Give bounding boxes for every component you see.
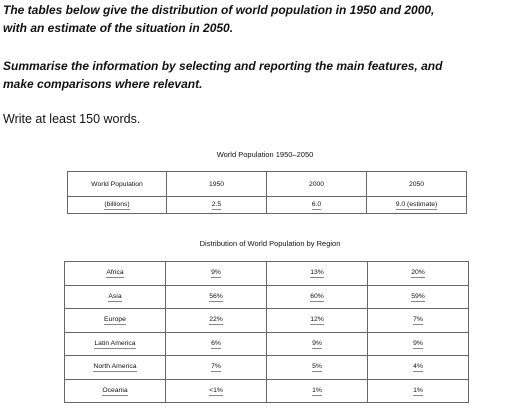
cell-text: 5% xyxy=(312,363,322,373)
table-cell: 7% xyxy=(367,308,469,333)
table-cell: 1% xyxy=(266,378,368,403)
cell-text: 7% xyxy=(413,316,423,326)
table-cell: World Population xyxy=(67,171,167,197)
cell-text: 9% xyxy=(312,339,322,349)
table-cell: Africa xyxy=(64,261,166,286)
table-cell: (billions) xyxy=(67,196,167,214)
cell-text: 7% xyxy=(211,363,221,373)
table-cell: 4% xyxy=(367,355,469,380)
cell-text: 13% xyxy=(310,269,324,279)
table-cell: Oceania xyxy=(64,378,166,403)
table-cell: Latin America xyxy=(64,331,166,356)
table-cell: 2000 xyxy=(266,171,367,197)
table2-caption: Distribution of World Population by Regi… xyxy=(199,239,341,248)
cell-text: Asia xyxy=(108,292,122,302)
region-distribution-table: Africa 9% 13% 20% Asia 56% 60% 59% Europ… xyxy=(64,261,469,403)
table-cell: 6% xyxy=(165,331,267,356)
cell-text: Africa xyxy=(106,269,124,279)
table-cell: 2050 xyxy=(366,171,467,197)
cell-text: 20% xyxy=(411,269,425,279)
cell-text: 59% xyxy=(411,292,425,302)
table-row: Asia 56% 60% 59% xyxy=(64,284,469,309)
table-row: Europe 22% 12% 7% xyxy=(64,308,469,333)
cell-text: (billions) xyxy=(104,201,130,210)
cell-text: 9% xyxy=(413,339,423,349)
cell-text: 6.0 xyxy=(311,201,322,210)
cell-text: 4% xyxy=(413,363,423,373)
prompt-line-2: with an estimate of the situation in 205… xyxy=(3,21,234,35)
table-cell: 9.0 (estimate) xyxy=(366,196,467,214)
cell-text: 9.0 (estimate) xyxy=(395,201,438,210)
table-cell: 22% xyxy=(165,308,267,333)
table-cell: 9% xyxy=(165,261,267,286)
table-cell: Europe xyxy=(64,308,166,333)
table-cell: 7% xyxy=(165,355,267,380)
cell-text: 1% xyxy=(312,386,322,396)
table-cell: 60% xyxy=(266,284,368,309)
table-cell: 1950 xyxy=(166,171,267,197)
world-population-table: World Population 1950 2000 2050 (billion… xyxy=(67,171,467,214)
prompt-line-4: make comparisons where relevant. xyxy=(3,77,203,91)
table-row: Latin America 6% 9% 9% xyxy=(64,331,469,356)
task-prompt: The tables below give the distribution o… xyxy=(3,1,509,37)
table-cell: 5% xyxy=(266,355,368,380)
cell-text: 6% xyxy=(211,339,221,349)
table-cell: 2.5 xyxy=(166,196,267,214)
table-cell: 9% xyxy=(266,331,368,356)
table-row: Africa 9% 13% 20% xyxy=(64,261,469,286)
table-row: North America 7% 5% 4% xyxy=(64,355,469,380)
cell-text: 2.5 xyxy=(211,201,222,210)
table-cell: 12% xyxy=(266,308,368,333)
table-cell: 56% xyxy=(165,284,267,309)
cell-text: Europe xyxy=(104,316,126,326)
table-cell: Asia xyxy=(64,284,166,309)
cell-text: 1% xyxy=(413,386,423,396)
table-row: Oceania <1% 1% 1% xyxy=(64,378,469,403)
table-cell: <1% xyxy=(165,378,267,403)
task-summary-prompt: Summarise the information by selecting a… xyxy=(3,57,509,93)
table-cell: North America xyxy=(64,355,166,380)
cell-text: 56% xyxy=(209,292,223,302)
cell-text: North America xyxy=(93,363,137,373)
table-cell: 59% xyxy=(367,284,469,309)
table-cell: 9% xyxy=(367,331,469,356)
cell-text: 22% xyxy=(209,316,223,326)
table-cell: 6.0 xyxy=(266,196,367,214)
cell-text: 60% xyxy=(310,292,324,302)
table-cell: 1% xyxy=(367,378,469,403)
cell-text: 9% xyxy=(211,269,221,279)
table-row: (billions) 2.5 6.0 9.0 (estimate) xyxy=(67,196,467,214)
cell-text: 12% xyxy=(310,316,324,326)
table-cell: 20% xyxy=(367,261,469,286)
cell-text: Oceania xyxy=(102,386,128,396)
prompt-line-3: Summarise the information by selecting a… xyxy=(3,59,443,73)
table1-caption: World Population 1950–2050 xyxy=(216,150,314,159)
prompt-line-1: The tables below give the distribution o… xyxy=(3,3,435,17)
cell-text: <1% xyxy=(209,386,223,396)
table-cell: 13% xyxy=(266,261,368,286)
word-count-instruction: Write at least 150 words. xyxy=(3,112,141,126)
cell-text: Latin America xyxy=(94,339,136,349)
table-row: World Population 1950 2000 2050 xyxy=(67,171,467,197)
